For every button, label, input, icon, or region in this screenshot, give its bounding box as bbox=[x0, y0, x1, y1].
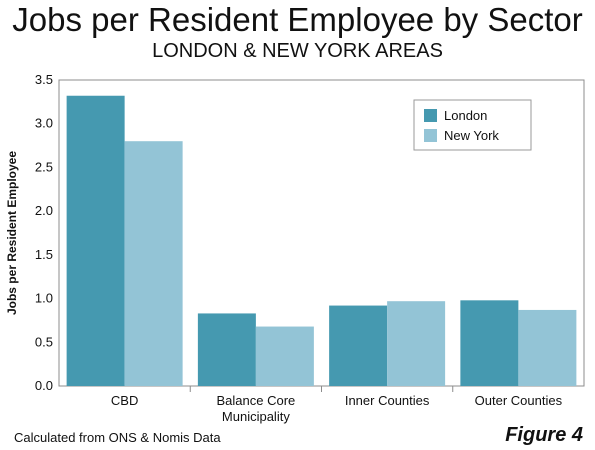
x-tick-label: CBD bbox=[111, 393, 138, 408]
legend-label: New York bbox=[444, 128, 499, 143]
legend-swatch bbox=[424, 129, 437, 142]
legend-swatch bbox=[424, 109, 437, 122]
y-tick-label: 1.5 bbox=[35, 247, 53, 262]
y-tick-label: 2.5 bbox=[35, 159, 53, 174]
y-tick-label: 1.0 bbox=[35, 291, 53, 306]
bar-london bbox=[329, 305, 388, 386]
y-tick-label: 3.0 bbox=[35, 116, 53, 131]
x-tick-label: Municipality bbox=[222, 409, 290, 424]
y-axis-label: Jobs per Resident Employee bbox=[5, 151, 19, 315]
source-note: Calculated from ONS & Nomis Data bbox=[14, 430, 221, 445]
chart-subtitle: LONDON & NEW YORK AREAS bbox=[152, 40, 443, 62]
bar-london bbox=[460, 300, 519, 386]
y-tick-label: 3.5 bbox=[35, 72, 53, 87]
figure-label: Figure 4 bbox=[505, 424, 583, 446]
x-tick-label: Inner Counties bbox=[345, 393, 430, 408]
y-tick-label: 0.0 bbox=[35, 378, 53, 393]
y-tick-label: 2.0 bbox=[35, 203, 53, 218]
bar-london bbox=[197, 313, 256, 386]
chart-title: Jobs per Resident Employee by Sector bbox=[12, 1, 583, 38]
x-tick-label: Balance Core bbox=[216, 393, 295, 408]
x-tick-label: Outer Counties bbox=[475, 393, 563, 408]
legend-label: London bbox=[444, 108, 487, 123]
bar-new-york bbox=[124, 141, 183, 386]
bar-london bbox=[66, 95, 125, 386]
y-tick-label: 0.5 bbox=[35, 334, 53, 349]
bar-new-york bbox=[387, 301, 446, 386]
bar-new-york bbox=[518, 309, 577, 386]
bar-new-york bbox=[255, 326, 314, 386]
